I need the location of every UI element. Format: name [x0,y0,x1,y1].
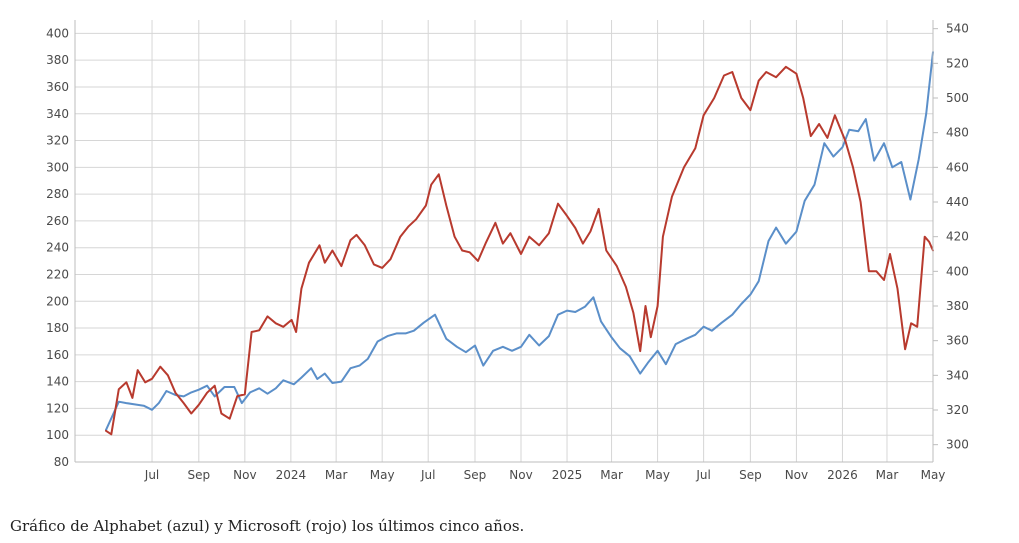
y-right-tick-label: 300 [946,438,969,452]
y-left-tick-label: 300 [46,160,69,174]
y-left-tick-label: 400 [46,26,69,40]
axes: 80 100 120 140 160 180 200 220 240 260 280 300 320 34… [46,20,969,482]
x-tick-label: Jul [695,468,710,482]
chart-caption: Gráfico de Alphabet (azul) y Microsoft (… [10,517,525,535]
y-right-tick-label: 520 [946,56,969,70]
y-right-tick-label: 500 [946,91,969,105]
y-left-tick-label: 120 [46,401,69,415]
x-tick-label: Nov [509,468,532,482]
series-lines [105,51,934,436]
y-left-tick-label: 200 [46,294,69,308]
y-right-tick-label: 540 [946,22,969,36]
y-left-tick-label: 340 [46,107,69,121]
y-left-tick-label: 160 [46,348,69,362]
y-left-tick-label: 380 [46,53,69,67]
y-right-tick-label: 460 [946,160,969,174]
x-tick-label: Jul [144,468,159,482]
y-left-tick-label: 280 [46,187,69,201]
y-right-tick-label: 380 [946,299,969,313]
series-line-red [105,65,934,436]
grid-lines [75,20,934,463]
y-right-tick-label: 360 [946,334,969,348]
x-tick-label: Mar [600,468,623,482]
plot-area-background [75,20,933,460]
y-left-tick-label: 320 [46,134,69,148]
x-tick-label: Mar [325,468,348,482]
series-line-blue [105,51,934,431]
y-left-tick-label: 220 [46,267,69,281]
y-left-tick-label: 100 [46,428,69,442]
x-tick-label: 2026 [827,468,858,482]
x-tick-label: Mar [876,468,899,482]
y-right-tick-label: 320 [946,403,969,417]
y-right-tick-label: 440 [946,195,969,209]
y-left-tick-label: 180 [46,321,69,335]
x-tick-label: May [370,468,395,482]
y-left-tick-label: 260 [46,214,69,228]
y-right-tick-label: 400 [946,264,969,278]
x-tick-label: 2024 [276,468,307,482]
x-tick-label: Jul [420,468,435,482]
x-tick-label: Nov [233,468,256,482]
x-tick-label: May [921,468,946,482]
y-left-tick-label: 80 [54,455,69,469]
y-right-tick-label: 420 [946,230,969,244]
y-left-tick-label: 140 [46,375,69,389]
x-tick-label: Nov [785,468,808,482]
x-tick-label: Sep [739,468,762,482]
x-tick-label: May [645,468,670,482]
x-tick-label: Sep [464,468,487,482]
x-tick-label: Sep [187,468,210,482]
y-right-tick-label: 480 [946,126,969,140]
y-right-tick-label: 340 [946,368,969,382]
y-left-tick-label: 240 [46,241,69,255]
x-tick-label: 2025 [552,468,583,482]
line-chart: 80 100 120 140 160 180 200 220 240 260 280 300 320 34… [46,20,969,482]
y-left-tick-label: 360 [46,80,69,94]
